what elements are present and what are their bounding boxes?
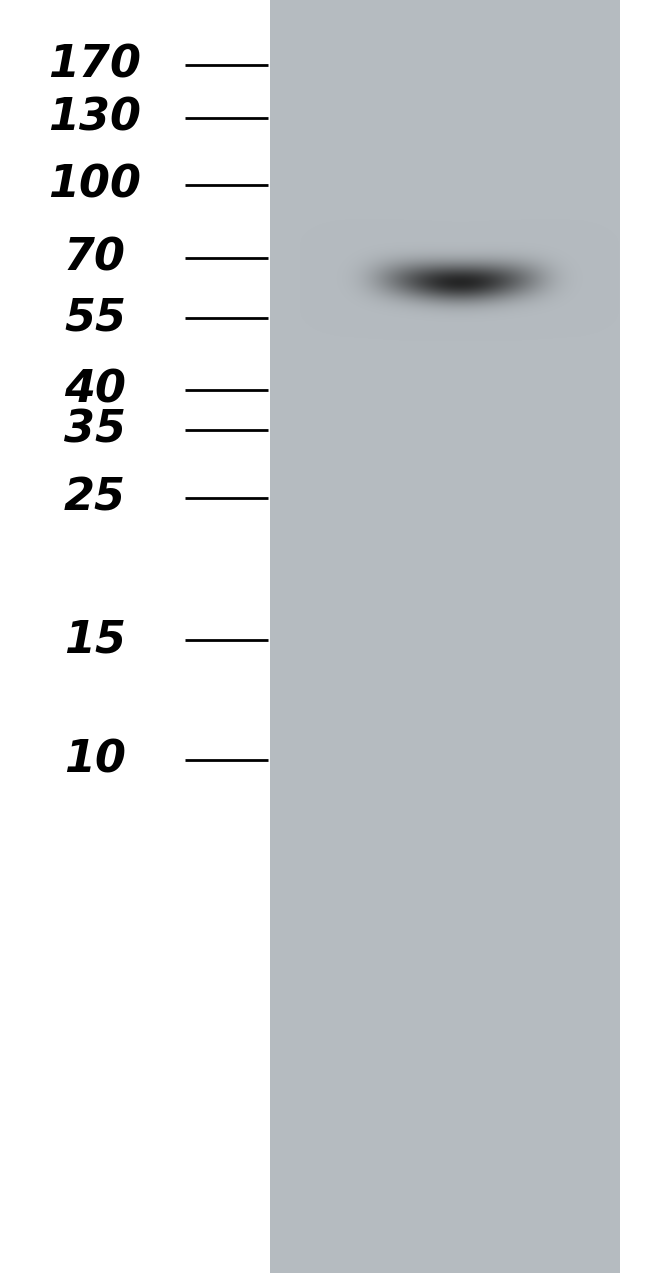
Text: 70: 70 [64, 237, 126, 280]
Text: 130: 130 [49, 97, 142, 140]
Text: 170: 170 [49, 43, 142, 87]
Text: 55: 55 [64, 297, 126, 340]
Text: 100: 100 [49, 163, 142, 206]
Text: 40: 40 [64, 368, 126, 411]
Text: 15: 15 [64, 619, 126, 662]
Text: 10: 10 [64, 738, 126, 782]
Text: 25: 25 [64, 476, 126, 519]
Text: 35: 35 [64, 409, 126, 452]
